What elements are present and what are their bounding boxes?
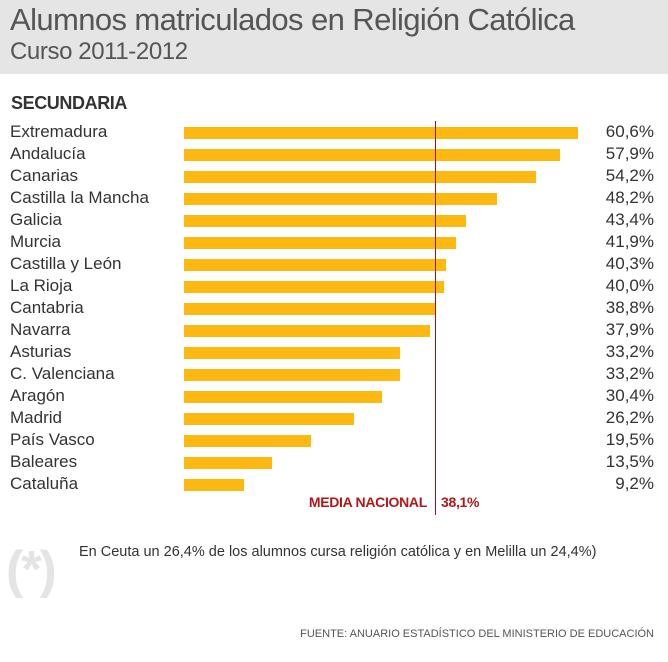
value-label: 19,5% <box>605 430 654 449</box>
value-label: 40,3% <box>605 254 654 273</box>
bar <box>184 325 431 337</box>
media-nacional-value: 38,1% <box>441 494 480 510</box>
category-label: Canarias <box>10 166 79 185</box>
value-label: 33,2% <box>605 342 654 361</box>
bar <box>184 347 400 359</box>
media-nacional-label: MEDIA NACIONAL <box>308 494 427 510</box>
chart-title: Alumnos matriculados en Religión Católic… <box>10 2 575 38</box>
value-label: 13,5% <box>605 452 654 471</box>
category-label: Cataluña <box>10 474 79 493</box>
title-rest: en Religión Católica <box>310 2 575 37</box>
category-label: La Rioja <box>10 276 73 295</box>
category-label: Navarra <box>10 320 71 339</box>
bar <box>184 149 561 161</box>
bar <box>184 193 498 205</box>
bar <box>184 171 537 183</box>
category-label: Galicia <box>10 210 62 229</box>
category-label: Asturias <box>10 342 72 361</box>
value-label: 54,2% <box>605 166 654 185</box>
bar <box>184 457 272 469</box>
bar <box>184 479 244 491</box>
value-label: 41,9% <box>605 232 654 251</box>
bar <box>184 127 578 139</box>
bar <box>184 237 457 249</box>
value-label: 48,2% <box>605 188 654 207</box>
value-label: 9,2% <box>615 474 654 493</box>
header-band: Alumnos matriculados en Religión Católic… <box>0 0 668 74</box>
category-label: Madrid <box>10 408 62 427</box>
category-label: Baleares <box>10 452 78 471</box>
category-label: País Vasco <box>10 430 95 449</box>
bar <box>184 391 382 403</box>
category-label: Extremadura <box>10 122 108 141</box>
value-label: 43,4% <box>605 210 654 229</box>
bar <box>184 435 311 447</box>
media-nacional-line <box>434 121 436 515</box>
category-label: C. Valenciana <box>10 364 115 383</box>
source-note: FUENTE: ANUARIO ESTADÍSTICO DEL MINISTER… <box>300 628 654 640</box>
bar <box>184 303 437 315</box>
bar <box>184 413 355 425</box>
value-label: 26,2% <box>605 408 654 427</box>
footnote: En Ceuta un 26,4% de los alumnos cursa r… <box>79 544 597 560</box>
section-label: SECUNDARIA <box>11 93 128 113</box>
title-main: Alumnos matriculados <box>10 2 304 37</box>
asterisk-icon: (*) <box>6 541 57 599</box>
category-label: Castilla la Mancha <box>10 188 149 207</box>
category-label: Castilla y León <box>10 254 122 273</box>
category-label: Murcia <box>10 232 62 251</box>
value-label: 60,6% <box>605 122 654 141</box>
category-label: Andalucía <box>10 144 86 163</box>
category-label: Cantabria <box>10 298 84 317</box>
category-label: Aragón <box>10 386 65 405</box>
value-label: 38,8% <box>605 298 654 317</box>
value-label: 37,9% <box>605 320 654 339</box>
bar <box>184 259 447 271</box>
bar <box>184 215 467 227</box>
value-label: 33,2% <box>605 364 654 383</box>
value-label: 30,4% <box>605 386 654 405</box>
value-label: 57,9% <box>605 144 654 163</box>
bar <box>184 369 400 381</box>
bar <box>184 281 445 293</box>
chart-subtitle: Curso 2011-2012 <box>10 38 188 65</box>
value-label: 40,0% <box>605 276 654 295</box>
